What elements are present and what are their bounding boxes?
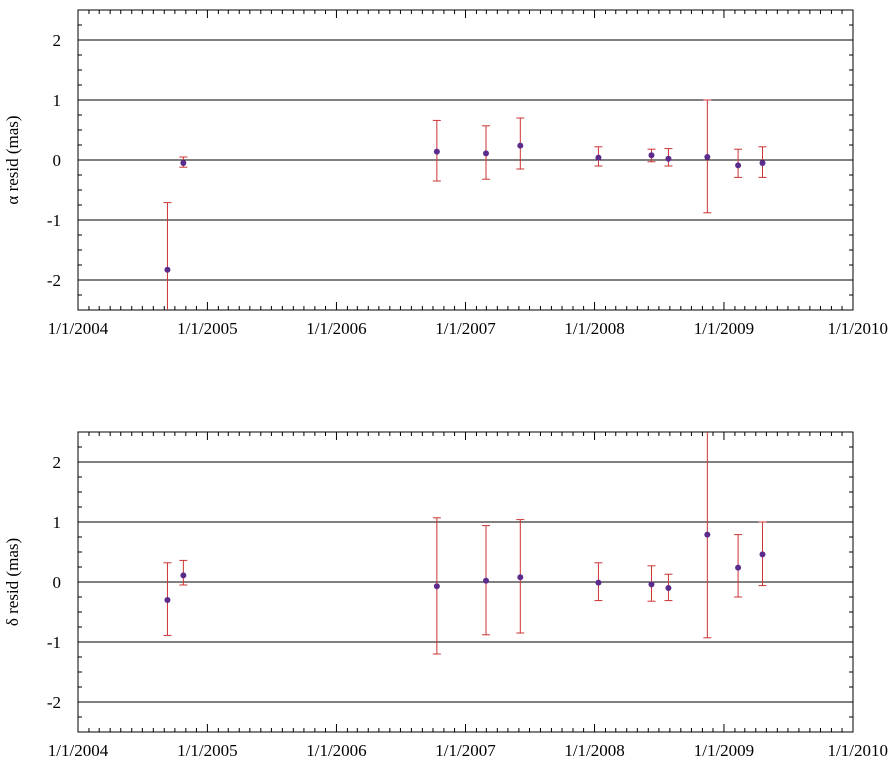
alpha-data-point bbox=[704, 154, 711, 160]
delta-x-tick-label: 1/1/2010 bbox=[828, 741, 888, 760]
alpha-data-point bbox=[595, 154, 602, 161]
delta-data-point bbox=[517, 574, 524, 581]
delta-x-tick-label: 1/1/2006 bbox=[306, 741, 366, 760]
delta-x-tick-label: 1/1/2005 bbox=[177, 741, 237, 760]
delta-data-point bbox=[433, 583, 440, 590]
delta-data-point bbox=[759, 551, 766, 558]
delta-y-tick-label: -1 bbox=[47, 633, 61, 652]
delta-y-tick-label: 2 bbox=[53, 453, 62, 472]
delta-data-point bbox=[704, 531, 711, 538]
delta-y-tick-label: -2 bbox=[47, 693, 61, 712]
alpha-x-tick-label: 1/1/2007 bbox=[435, 319, 496, 338]
delta-x-tick-label: 1/1/2009 bbox=[694, 741, 754, 760]
alpha-y-tick-label: -1 bbox=[47, 211, 61, 230]
alpha-residual-panel: 1/1/2004 1/1/2005 1/1/2006 1/1/2007 1/1/2008… bbox=[3, 9, 888, 338]
alpha-data-point bbox=[759, 160, 766, 166]
alpha-data-point bbox=[180, 160, 187, 166]
delta-data-point bbox=[665, 585, 672, 591]
delta-y-tick-label: 1 bbox=[53, 513, 62, 532]
delta-data-point bbox=[735, 564, 742, 571]
alpha-data-point bbox=[164, 266, 171, 273]
alpha-x-tick-label: 1/1/2006 bbox=[306, 319, 366, 338]
alpha-data-point bbox=[433, 148, 440, 155]
alpha-y-axis-label: α resid (mas) bbox=[3, 115, 22, 204]
delta-x-tick-label: 1/1/2004 bbox=[48, 741, 109, 760]
delta-data-point bbox=[483, 577, 490, 584]
delta-residual-panel: 1/1/2004 1/1/2005 1/1/2006 1/1/2007 1/1/2008… bbox=[3, 431, 888, 760]
alpha-data-point bbox=[648, 152, 655, 159]
alpha-data-point bbox=[483, 150, 490, 157]
delta-y-tick-label: 0 bbox=[53, 573, 62, 592]
alpha-y-tick-label: 1 bbox=[53, 91, 62, 110]
alpha-data-point bbox=[665, 155, 672, 162]
alpha-y-tick-label: -2 bbox=[47, 271, 61, 290]
alpha-y-tick-label: 2 bbox=[53, 31, 62, 50]
alpha-x-tick-label: 1/1/2009 bbox=[694, 319, 754, 338]
alpha-x-tick-label: 1/1/2004 bbox=[48, 319, 109, 338]
delta-data-point bbox=[595, 579, 602, 586]
delta-x-tick-label: 1/1/2008 bbox=[564, 741, 624, 760]
alpha-y-tick-label: 0 bbox=[53, 151, 62, 170]
delta-data-point bbox=[164, 597, 171, 603]
alpha-x-tick-label: 1/1/2008 bbox=[564, 319, 624, 338]
alpha-x-tick-label: 1/1/2010 bbox=[828, 319, 888, 338]
alpha-data-point bbox=[517, 142, 524, 149]
delta-data-point bbox=[180, 572, 187, 579]
alpha-data-point bbox=[735, 162, 742, 169]
alpha-x-tick-label: 1/1/2005 bbox=[177, 319, 237, 338]
delta-x-tick-label: 1/1/2007 bbox=[435, 741, 496, 760]
delta-data-point bbox=[648, 581, 655, 588]
delta-y-axis-label: δ resid (mas) bbox=[3, 538, 22, 626]
